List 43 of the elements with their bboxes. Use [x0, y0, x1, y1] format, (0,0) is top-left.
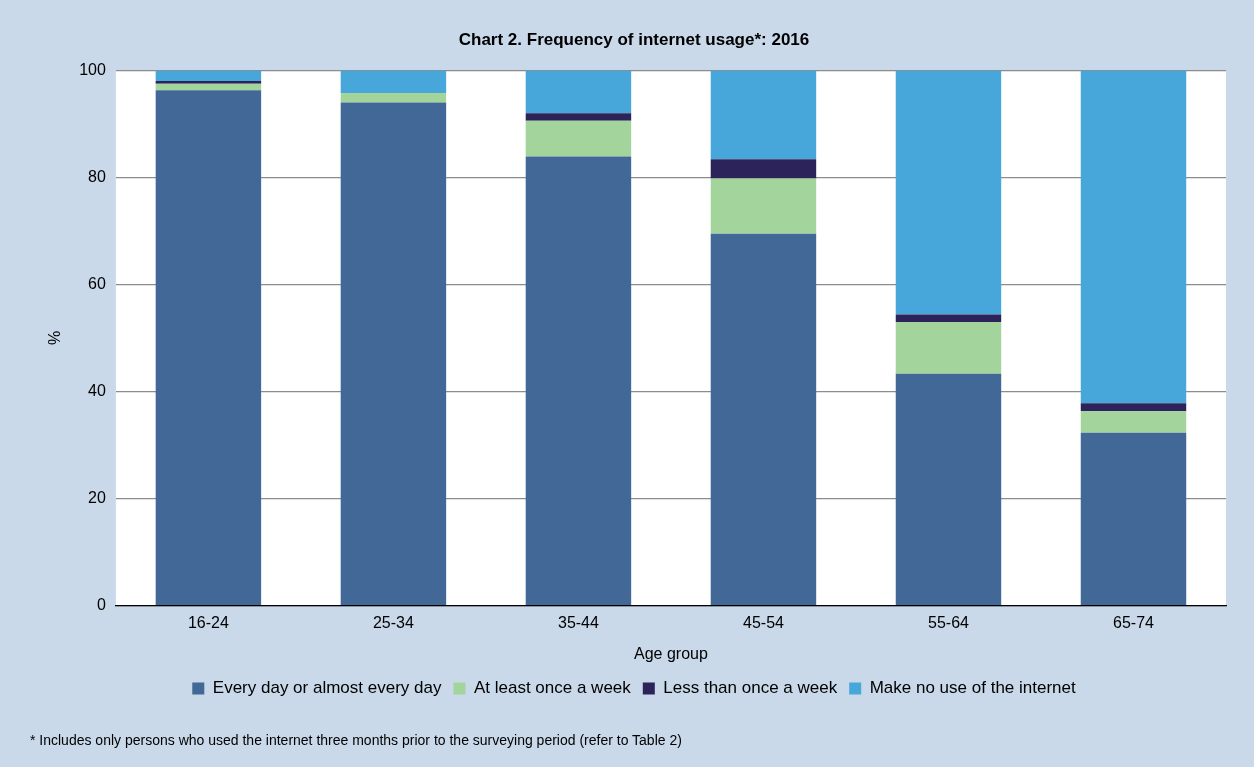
- bar: [710, 233, 817, 605]
- bar: [340, 102, 447, 605]
- x-tick-label: 45-54: [743, 613, 785, 631]
- y-tick-label: 40: [88, 381, 106, 399]
- bar: [155, 81, 262, 84]
- bar: [1080, 432, 1187, 605]
- bar: [1080, 403, 1187, 412]
- y-tick-label: 0: [96, 596, 106, 614]
- x-tick-label: 16-24: [187, 613, 229, 631]
- bar: [525, 70, 632, 114]
- bar: [895, 70, 1002, 315]
- bar: [525, 113, 632, 121]
- bar: [710, 178, 817, 234]
- bar: [155, 83, 262, 91]
- bar: [340, 92, 447, 103]
- x-tick-label: 55-64: [928, 613, 970, 631]
- bar: [710, 70, 817, 160]
- bar: [895, 373, 1002, 605]
- legend-label: Make no use of the internet: [869, 678, 1076, 698]
- y-tick-label: 20: [88, 488, 106, 506]
- y-tick-label: 80: [88, 167, 106, 185]
- text: * Includes only persons who used the internet three months prior to the surveying period (refer to Table 2): [30, 732, 682, 748]
- bar: [895, 321, 1002, 374]
- bar: [1080, 411, 1187, 433]
- x-tick-label: 65-74: [1113, 613, 1155, 631]
- bar: [155, 70, 262, 82]
- y-axis-title: %: [46, 330, 64, 346]
- legend-label: Every day or almost every day: [212, 678, 442, 698]
- bar: [1080, 70, 1187, 404]
- bar: [525, 156, 632, 605]
- bar: [155, 90, 262, 605]
- x-tick-label: 35-44: [557, 613, 599, 631]
- legend-label: Less than once a week: [663, 678, 838, 698]
- bar: [895, 314, 1002, 322]
- chart-title: Chart 2. Frequency of internet usage*: 2016: [458, 29, 810, 49]
- bar: [525, 120, 632, 157]
- bar: [710, 159, 817, 179]
- x-tick-label: 25-34: [372, 613, 414, 631]
- x-axis-title: Age group: [634, 644, 708, 662]
- legend-label: At least once a week: [473, 678, 632, 698]
- bar: [340, 70, 447, 93]
- y-tick-label: 60: [88, 274, 106, 292]
- y-tick-label: 100: [79, 60, 106, 78]
